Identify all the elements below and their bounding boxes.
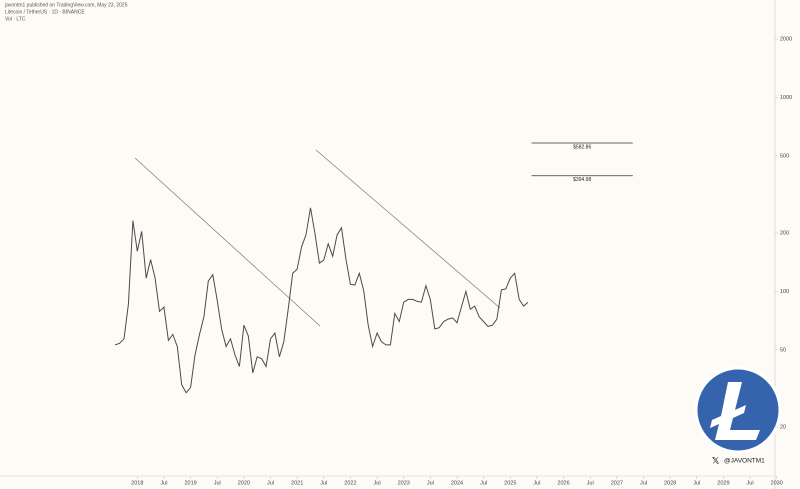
trendline [315, 149, 501, 309]
watermark: @JAVONTM1 [724, 458, 765, 465]
x-tick-label: Jul [640, 480, 647, 486]
x-tick-label: 2019 [184, 480, 196, 486]
x-tick-label: Jul [693, 480, 700, 486]
x-tick-label: 2026 [557, 480, 569, 486]
subtitle: Litecoin / TetherUS · 1D · BINANCE [5, 9, 85, 15]
x-tick-label: 2023 [398, 480, 410, 486]
x-tick-label: Jul [214, 480, 221, 486]
x-tick-label: Jul [267, 480, 274, 486]
logo-mark [710, 382, 760, 440]
x-tick-label: 2029 [717, 480, 729, 486]
x-tick-label: Jul [427, 480, 434, 486]
x-icon: 𝕏 [712, 455, 720, 465]
x-tick-label: Jul [480, 480, 487, 486]
x-tick-label: 2020 [238, 480, 250, 486]
y-tick-label: 50 [780, 347, 786, 353]
x-tick-label: 2022 [344, 480, 356, 486]
y-tick-label: 1000 [780, 95, 792, 101]
x-tick-label: Jul [320, 480, 327, 486]
y-tick-label: 2000 [780, 37, 792, 43]
y-tick-label: 500 [780, 153, 789, 159]
x-tick-label: 2027 [611, 480, 623, 486]
x-tick-label: 2024 [451, 480, 463, 486]
price-level-label: $582.86 [573, 144, 591, 150]
y-tick-label: 100 [780, 289, 789, 295]
x-tick-label: Jul [747, 480, 754, 486]
x-tick-label: 2025 [504, 480, 516, 486]
price-line [114, 207, 529, 394]
y-tick-label: 200 [780, 231, 789, 237]
x-tick-label: Jul [587, 480, 594, 486]
x-tick-label: Jul [374, 480, 381, 486]
x-tick-label: Jul [533, 480, 540, 486]
x-tick-label: 2021 [291, 480, 303, 486]
y-tick-label: 20 [780, 424, 786, 430]
x-tick-label: 2018 [131, 480, 143, 486]
header: javontm1 published on TradingView.com, M… [4, 2, 128, 8]
volume-label: Vol · LTC [5, 16, 26, 22]
price-level-label: $394.98 [573, 177, 591, 183]
x-tick-label: Jul [160, 480, 167, 486]
x-tick-label: 2030 [771, 480, 783, 486]
x-tick-label: 2028 [664, 480, 676, 486]
